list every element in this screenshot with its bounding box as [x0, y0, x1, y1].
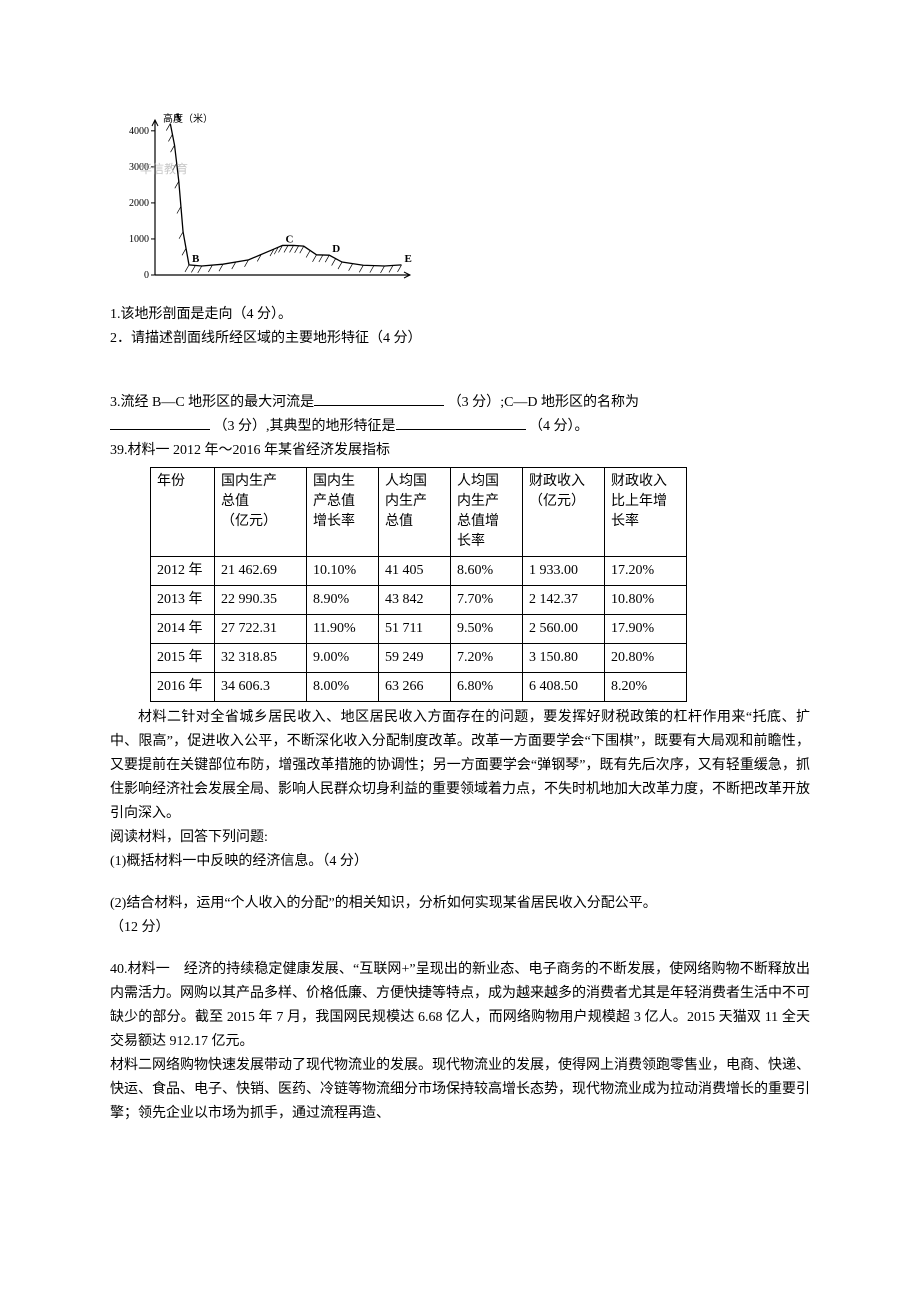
- table-cell: 59 249: [379, 644, 451, 673]
- table-row: 2015 年32 318.859.00%59 2497.20%3 150.802…: [151, 644, 687, 673]
- table-cell: 7.70%: [451, 586, 523, 615]
- table-header-cell: 国内生产总值（亿元）: [215, 468, 307, 557]
- svg-text:4000: 4000: [129, 126, 149, 137]
- table-cell: 17.90%: [605, 615, 687, 644]
- q2-number: 2．: [110, 331, 131, 346]
- q3-score3: （4 分）。: [529, 419, 589, 434]
- table-cell: 9.50%: [451, 615, 523, 644]
- blank-2: [110, 429, 210, 430]
- table-cell: 1 933.00: [523, 557, 605, 586]
- svg-text:3000: 3000: [129, 162, 149, 173]
- table-cell: 8.00%: [307, 673, 379, 702]
- table-cell: 7.20%: [451, 644, 523, 673]
- svg-text:2000: 2000: [129, 198, 149, 209]
- table-header-cell: 国内生产总值增长率: [307, 468, 379, 557]
- terrain-profile-chart: 0 1000 2000 3000 4000 高度（米）A B C D E: [110, 110, 420, 290]
- svg-text:0: 0: [144, 270, 149, 281]
- table-cell: 2016 年: [151, 673, 215, 702]
- sub-question-2a: (2)结合材料，运用“个人收入的分配”的相关知识，分析如何实现某省居民收入分配公…: [110, 892, 810, 916]
- question-2: 2．请描述剖面线所经区域的主要地形特征（4 分）: [110, 327, 810, 351]
- svg-text:E: E: [405, 253, 412, 265]
- table-cell: 41 405: [379, 557, 451, 586]
- table-cell: 32 318.85: [215, 644, 307, 673]
- table-cell: 8.90%: [307, 586, 379, 615]
- question-3: 3.流经 B—C 地形区的最大河流是 （3 分）;C—D 地形区的名称为: [110, 391, 810, 415]
- q3-score1: （3 分）: [448, 395, 501, 410]
- table-cell: 2014 年: [151, 615, 215, 644]
- table-cell: 3 150.80: [523, 644, 605, 673]
- table-cell: 8.20%: [605, 673, 687, 702]
- table-header-cell: 人均国内生产总值: [379, 468, 451, 557]
- read-prompt: 阅读材料，回答下列问题:: [110, 826, 810, 850]
- blank-3: [396, 429, 526, 430]
- table-header-cell: 年份: [151, 468, 215, 557]
- table-cell: 2015 年: [151, 644, 215, 673]
- q1-text: 该地形剖面是走向（4 分）。: [121, 307, 293, 322]
- economic-indicators-table: 年份国内生产总值（亿元）国内生产总值增长率人均国内生产总值人均国内生产总值增长率…: [150, 467, 687, 702]
- svg-text:D: D: [332, 243, 340, 255]
- table-cell: 17.20%: [605, 557, 687, 586]
- question-3-line2: （3 分）,其典型的地形特征是 （4 分）。: [110, 415, 810, 439]
- sub-question-1: (1)概括材料一中反映的经济信息。（4 分）: [110, 850, 810, 874]
- question-39-title: 39.材料一 2012 年～2016 年某省经济发展指标: [110, 439, 810, 463]
- svg-text:C: C: [286, 233, 294, 245]
- table-header-cell: 财政收入比上年增长率: [605, 468, 687, 557]
- table-row: 2016 年34 606.38.00%63 2666.80%6 408.508.…: [151, 673, 687, 702]
- table-row: 2013 年22 990.358.90%43 8427.70%2 142.371…: [151, 586, 687, 615]
- table-cell: 34 606.3: [215, 673, 307, 702]
- table-cell: 9.00%: [307, 644, 379, 673]
- table-cell: 2 560.00: [523, 615, 605, 644]
- table-cell: 2 142.37: [523, 586, 605, 615]
- table-cell: 2013 年: [151, 586, 215, 615]
- question-40-material-1: 40.材料一 经济的持续稳定健康发展、“互联网+”呈现出的新业态、电子商务的不断…: [110, 958, 810, 1054]
- question-40-material-2: 材料二网络购物快速发展带动了现代物流业的发展。现代物流业的发展，使得网上消费领跑…: [110, 1054, 810, 1126]
- table-row: 2014 年27 722.3111.90%51 7119.50%2 560.00…: [151, 615, 687, 644]
- q3-mid2: 其典型的地形特征是: [270, 419, 396, 434]
- table-header-cell: 人均国内生产总值增长率: [451, 468, 523, 557]
- q3-mid: ;C—D 地形区的名称为: [500, 395, 639, 410]
- blank-1: [314, 405, 444, 406]
- table-cell: 21 462.69: [215, 557, 307, 586]
- svg-text:A: A: [173, 112, 181, 124]
- q3-prefix: 3.流经 B—C 地形区的最大河流是: [110, 395, 314, 410]
- table-cell: 6.80%: [451, 673, 523, 702]
- table-cell: 6 408.50: [523, 673, 605, 702]
- table-cell: 10.80%: [605, 586, 687, 615]
- material-2-paragraph: 材料二针对全省城乡居民收入、地区居民收入方面存在的问题，要发挥好财税政策的杠杆作…: [110, 706, 810, 826]
- sub-question-2b: （12 分）: [110, 916, 810, 940]
- table-cell: 27 722.31: [215, 615, 307, 644]
- table-cell: 43 842: [379, 586, 451, 615]
- table-header-row: 年份国内生产总值（亿元）国内生产总值增长率人均国内生产总值人均国内生产总值增长率…: [151, 468, 687, 557]
- q3-score2: （3 分）,: [214, 419, 270, 434]
- svg-text:1000: 1000: [129, 234, 149, 245]
- svg-text:高度（米）: 高度（米）: [163, 112, 213, 125]
- table-cell: 20.80%: [605, 644, 687, 673]
- table-cell: 2012 年: [151, 557, 215, 586]
- q2-text: 请描述剖面线所经区域的主要地形特征（4 分）: [131, 331, 422, 346]
- table-row: 2012 年21 462.6910.10%41 4058.60%1 933.00…: [151, 557, 687, 586]
- table-cell: 11.90%: [307, 615, 379, 644]
- question-1: 1.该地形剖面是走向（4 分）。: [110, 303, 810, 327]
- svg-text:B: B: [192, 253, 200, 265]
- table-cell: 22 990.35: [215, 586, 307, 615]
- table-cell: 63 266: [379, 673, 451, 702]
- q1-number: 1.: [110, 307, 121, 322]
- table-cell: 8.60%: [451, 557, 523, 586]
- table-cell: 51 711: [379, 615, 451, 644]
- table-header-cell: 财政收入（亿元）: [523, 468, 605, 557]
- table-cell: 10.10%: [307, 557, 379, 586]
